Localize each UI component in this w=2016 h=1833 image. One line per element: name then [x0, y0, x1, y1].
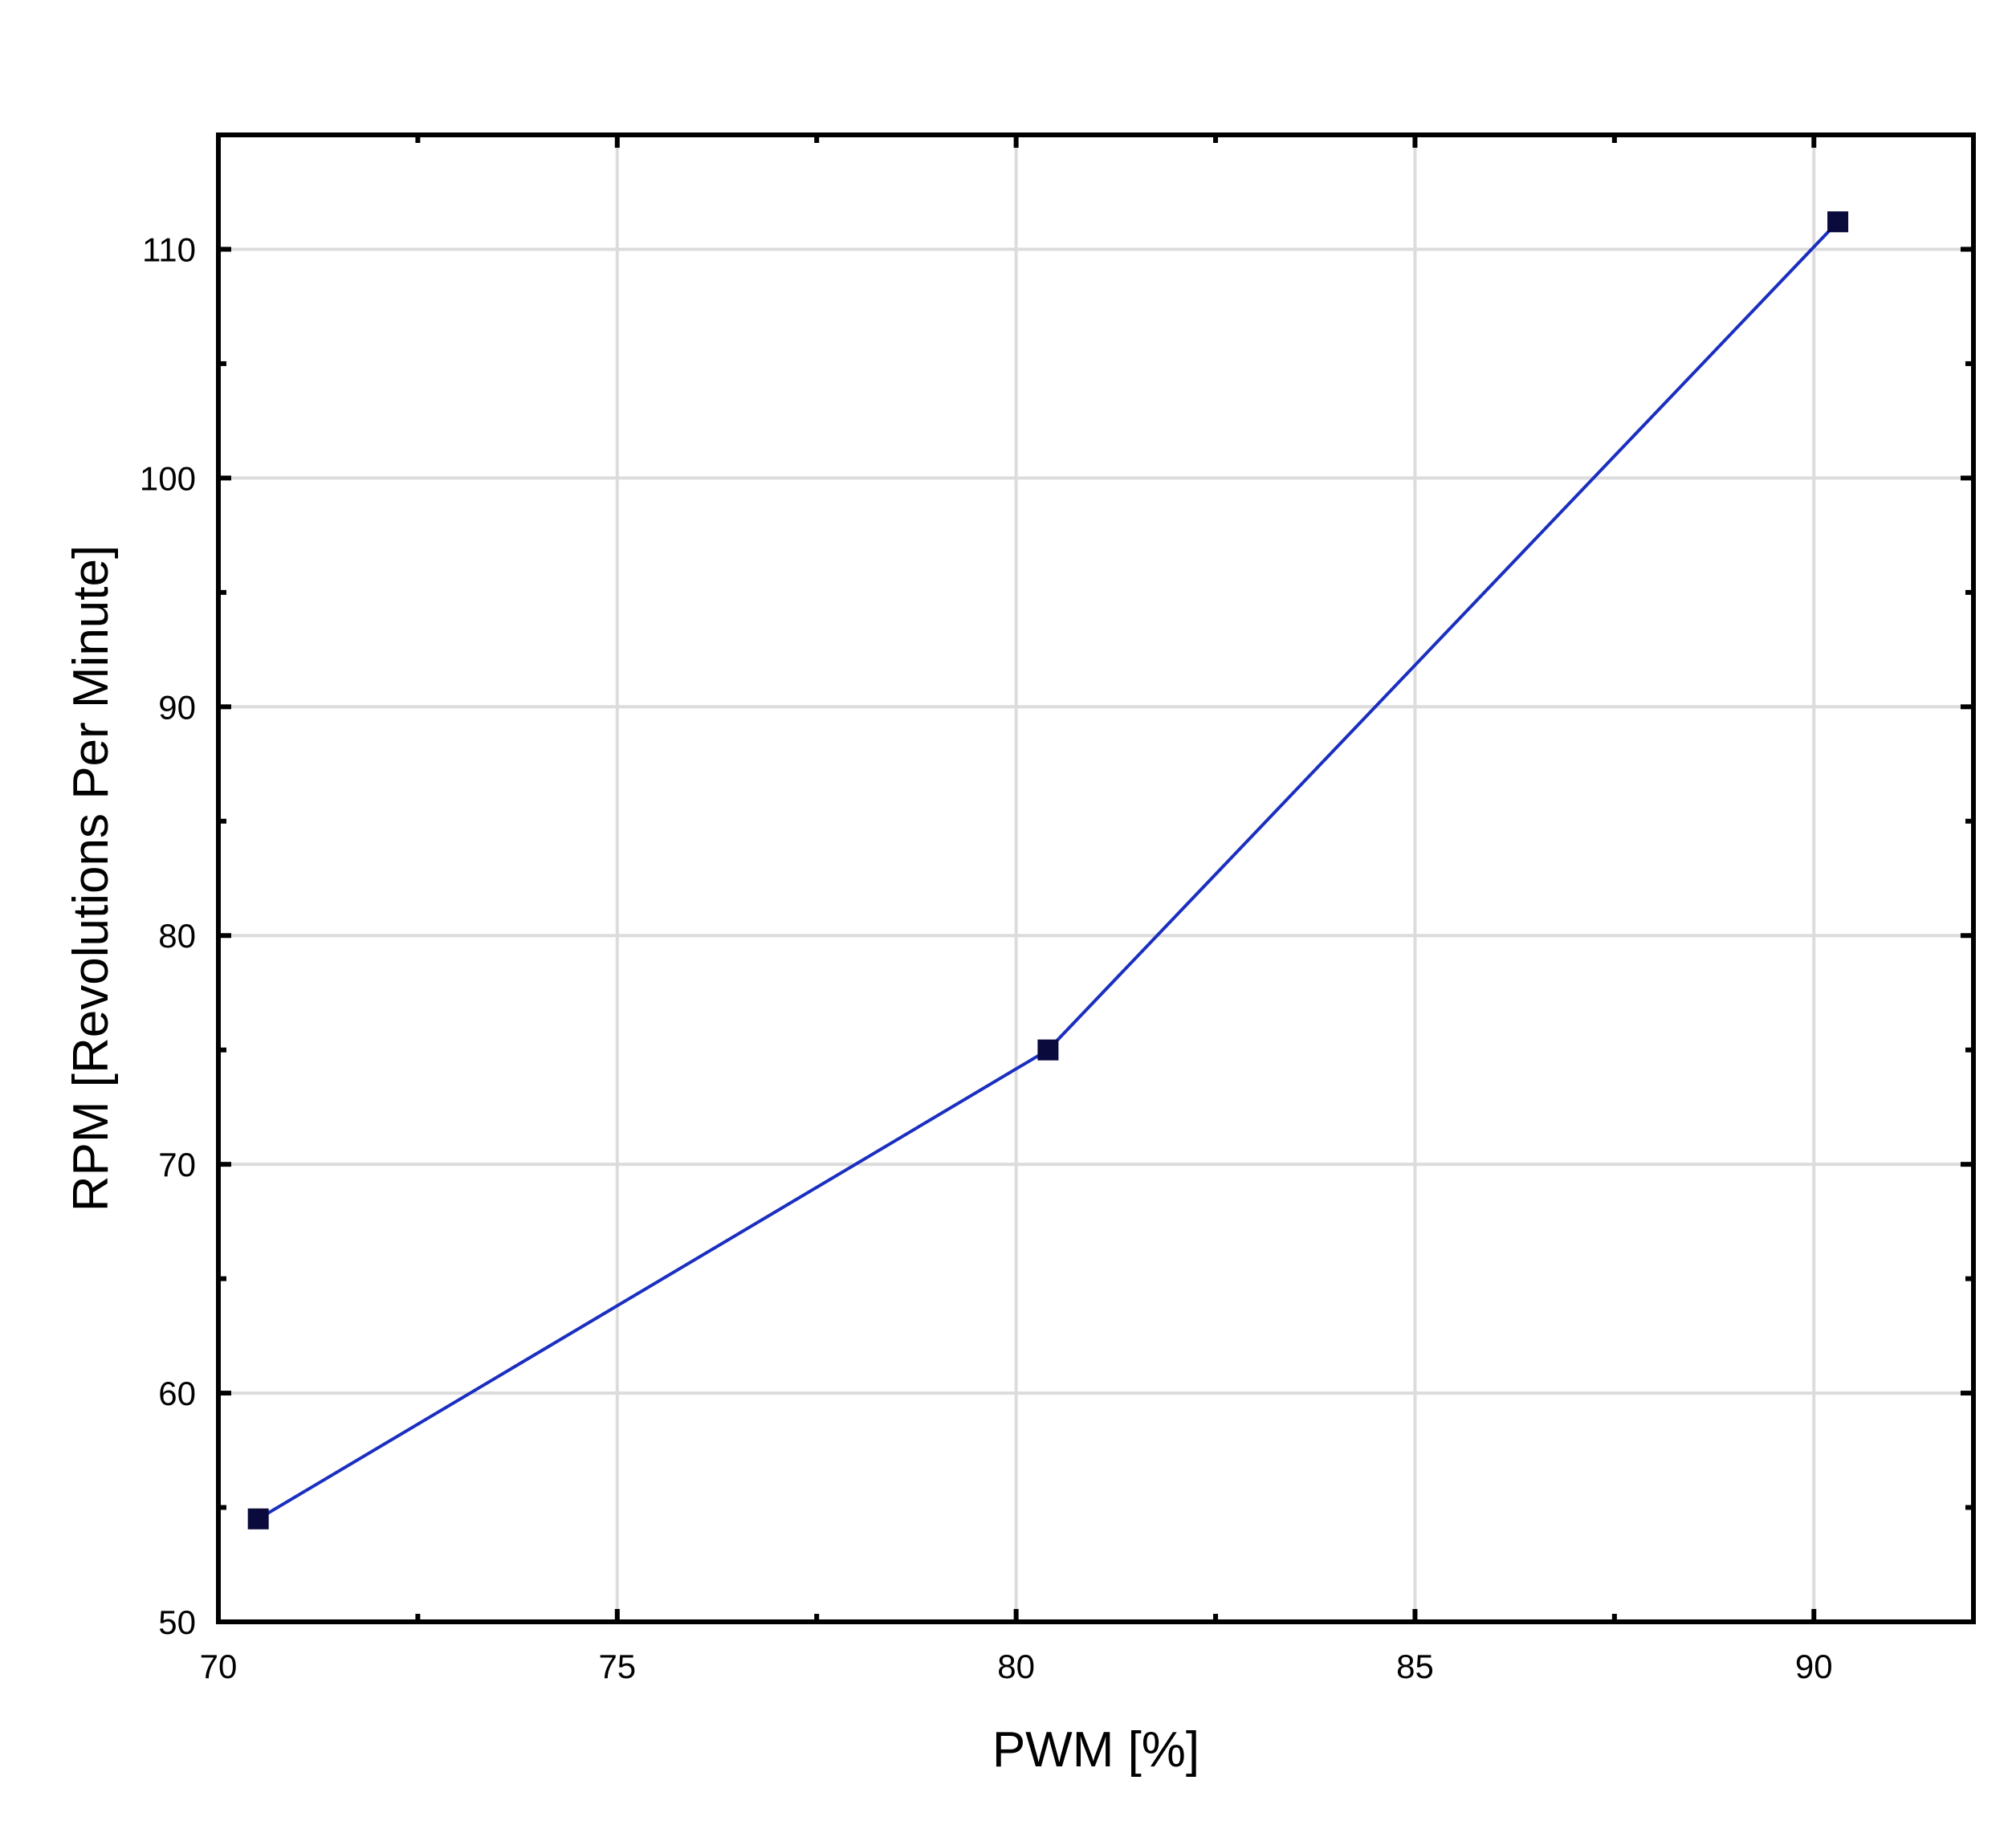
x-tick-label: 70	[200, 1648, 238, 1685]
series-line	[257, 220, 1839, 1521]
y-tick-label: 90	[158, 688, 196, 726]
x-tick-label: 85	[1396, 1648, 1434, 1685]
tick-labels: 70 75 80 85 90 50 60 70 80 90 100 110	[140, 230, 1833, 1685]
plot-frame	[216, 132, 1976, 1624]
x-tick-label: 75	[598, 1648, 636, 1685]
x-tick-label: 80	[997, 1648, 1035, 1685]
data-point-marker	[1037, 1039, 1059, 1061]
y-tick-label: 70	[158, 1146, 196, 1183]
y-tick-label: 60	[158, 1375, 196, 1412]
y-tick-label: 100	[140, 459, 196, 497]
x-tick-label: 90	[1795, 1648, 1833, 1685]
series-layer	[247, 211, 1849, 1530]
x-axis-title: PWM [%]	[992, 1722, 1199, 1778]
y-tick-label: 80	[158, 917, 196, 955]
grid-lines	[218, 135, 1973, 1622]
data-point-marker	[1827, 211, 1849, 233]
y-axis-title: RPM [Revolutions Per Minute]	[63, 545, 119, 1212]
axis-ticks	[216, 135, 1973, 1624]
y-tick-label: 110	[142, 230, 196, 268]
y-tick-label: 50	[158, 1603, 196, 1641]
data-point-marker	[247, 1508, 269, 1530]
